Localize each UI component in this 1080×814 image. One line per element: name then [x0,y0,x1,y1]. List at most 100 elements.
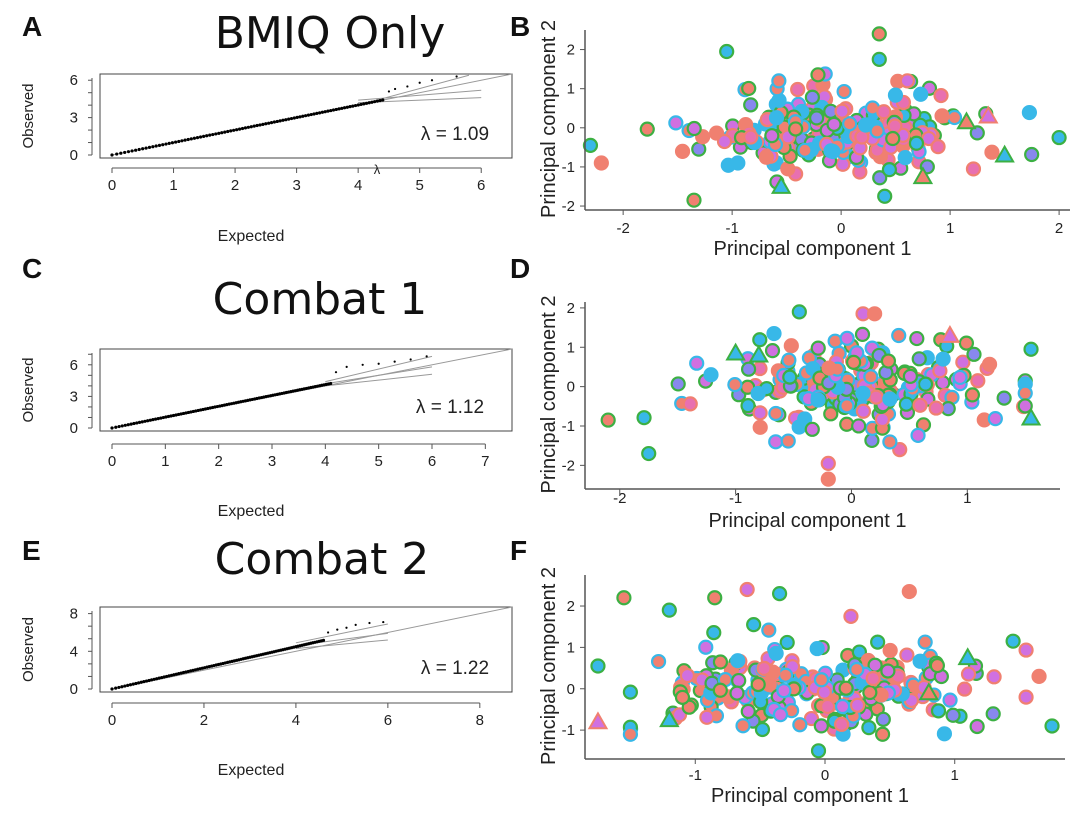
pca-triangle-point [1020,407,1042,426]
pca-sample-point [776,683,792,699]
pca-sample-point [836,83,852,100]
x-tick-label: -1 [729,490,742,507]
qq-point [137,681,141,685]
pca-sample-point [898,396,914,412]
reference-line [111,606,513,690]
qq-point [179,671,183,675]
pca-sample-point [679,667,696,684]
pca-sample-point [946,109,963,126]
qq-point [164,415,168,419]
pca-plot-f: -1 0 1 -1 0 1 2 Principal component 1 Principal … [538,567,1065,807]
pca-sample-point [699,709,715,725]
pca-sample-point [761,622,777,638]
qq-point [137,420,142,424]
qq-point [211,405,215,410]
x-tick-label: 3 [268,453,276,470]
qq-point [337,107,341,111]
pca-sample-point [743,129,759,145]
pca-sample-point [758,149,774,165]
y-tick-label: 0 [70,681,78,698]
pca-triangle-point [978,105,999,124]
x-tick-label: 1 [963,490,971,507]
qq-point [425,355,428,358]
x-tick-label: -1 [689,767,702,784]
pca-sample-point [854,326,871,342]
qq-point [142,680,146,684]
pca-sample-point [791,419,807,435]
qq-point [430,79,434,82]
pca-sample-point [809,640,825,657]
x-axis-label: Principal component 1 [709,510,907,532]
pca-sample-point [752,419,768,435]
qq-point [387,90,391,93]
x-tick-label: 0 [821,767,829,784]
qq-point [181,411,186,416]
pca-sample-point [876,104,892,120]
pca-sample-point [582,137,599,154]
qq-point [378,98,382,103]
qq-point [151,145,155,149]
x-axis-label: Principal component 1 [711,785,909,807]
qq-point [334,371,338,374]
pca-sample-point [877,188,893,204]
qq-point [406,85,409,88]
pca-sample-point [913,86,929,102]
y-tick-label: 0 [567,681,575,698]
pca-triangle-point [918,682,940,701]
x-tick-label: 1 [161,453,169,470]
pca-sample-point [820,455,836,471]
pca-sample-point [641,445,657,462]
pca-triangle-point [770,175,792,194]
pca-sample-point [996,390,1012,406]
pca-sample-point [882,391,898,407]
qq-point [326,109,330,113]
qq-point [375,99,379,103]
qq-point [309,112,313,117]
qq-point [215,404,219,409]
qq-point [184,411,188,415]
x-axis-label: Expected [218,503,285,520]
pca-sample-point [882,642,898,659]
y-axis-label: Principal component 2 [538,20,560,218]
qq-point [306,113,311,117]
qq-point [174,672,178,676]
pca-sample-point [897,150,913,166]
pca-sample-point [887,118,903,134]
qq-point [267,121,271,125]
qq-point [292,116,296,120]
panel-letter-d: D [510,253,530,284]
x-tick-label: 6 [428,453,436,470]
pca-sample-point [780,161,796,177]
qq-point [373,100,377,104]
pca-sample-point [682,396,698,412]
qq-point [140,420,144,424]
pca-sample-point [622,726,639,742]
qq-point [331,108,336,112]
qq-point [134,681,138,686]
pca-sample-point [706,624,722,641]
qq-point [295,115,299,120]
pca-sample-point [764,343,781,359]
pca-sample-point [880,663,896,679]
pca-sample-point [935,351,951,367]
pca-triangle-point [587,711,609,730]
qq-point [110,426,114,430]
pca-sample-point [858,117,874,133]
x-tick-label: -2 [616,220,629,237]
x-tick-label: 5 [416,177,424,194]
qq-point [201,407,205,412]
pca-sample-point [809,110,825,126]
qq-point [220,131,224,135]
pca-sample-point [885,130,901,147]
pca-sample-point [768,405,784,422]
qq-point [155,677,159,681]
y-tick-label: -2 [562,198,575,215]
qq-point [272,120,277,124]
lambda-annotation: λ = 1.09 [421,124,489,145]
qq-point [139,680,143,684]
qq-point [157,143,162,147]
y-axis-label: Principal component 2 [538,567,560,765]
pca-sample-point [986,669,1002,685]
qq-point [141,147,145,151]
